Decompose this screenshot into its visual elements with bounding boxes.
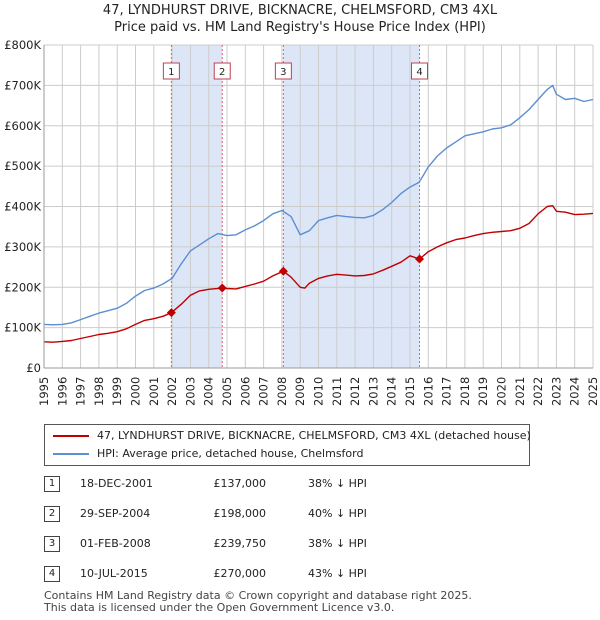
- x-tick-label: 2016: [421, 377, 435, 406]
- x-tick-label: 2003: [183, 377, 197, 406]
- x-tick-label: 2010: [312, 377, 326, 406]
- sale-marker-label: 4: [416, 67, 422, 78]
- sale-marker-label: 2: [219, 67, 225, 78]
- x-tick-label: 2014: [385, 377, 399, 406]
- footer-copyright: Contains HM Land Registry data © Crown c…: [44, 589, 472, 602]
- x-tick-label: 2018: [458, 377, 472, 406]
- legend-label-price-paid: 47, LYNDHURST DRIVE, BICKNACRE, CHELMSFO…: [97, 429, 531, 442]
- sale-point: [166, 308, 176, 318]
- transaction-row: 1 18-DEC-2001 £137,000 38% ↓ HPI: [0, 474, 600, 494]
- sale-point: [217, 283, 227, 293]
- x-tick-label: 2024: [568, 377, 582, 406]
- transaction-hpi-diff: 38% ↓ HPI: [308, 537, 367, 550]
- x-tick-label: 2022: [531, 377, 545, 406]
- transaction-price: £137,000: [213, 477, 267, 490]
- hpi-line: [43, 84, 594, 326]
- transaction-price: £198,000: [213, 507, 267, 520]
- legend-swatch-hpi: [53, 453, 89, 455]
- x-tick-label: 1998: [92, 377, 106, 406]
- transaction-number: 2: [44, 506, 60, 522]
- x-tick-label: 2025: [586, 377, 600, 406]
- footer-licence: This data is licensed under the Open Gov…: [44, 601, 395, 614]
- x-tick-label: 2019: [476, 377, 490, 406]
- legend-swatch-price-paid: [53, 435, 89, 437]
- x-tick-label: 2008: [275, 377, 289, 406]
- x-tick-label: 2013: [366, 377, 380, 406]
- x-tick-label: 2002: [165, 377, 179, 406]
- transaction-row: 3 01-FEB-2008 £239,750 38% ↓ HPI: [0, 534, 600, 554]
- transaction-number: 1: [44, 476, 60, 492]
- x-tick-label: 2004: [202, 377, 216, 406]
- x-tick-label: 2021: [513, 377, 527, 406]
- x-tick-label: 2020: [495, 377, 509, 406]
- x-tick-label: 1999: [110, 377, 124, 406]
- sale-marker-box: [411, 62, 429, 80]
- y-tick-label: £400K: [4, 200, 41, 214]
- sale-point: [415, 254, 425, 264]
- sale-point: [278, 266, 288, 276]
- x-tick-label: 2009: [293, 377, 307, 406]
- y-tick-label: £200K: [4, 280, 41, 294]
- transaction-date: 18-DEC-2001: [80, 477, 154, 490]
- x-tick-label: 2005: [220, 377, 234, 406]
- y-tick-label: £600K: [4, 119, 41, 133]
- price-chart: 1 2 3 4 £0 £100K £200K £300K £400K £500K £600K £70…: [4, 38, 600, 406]
- sale-marker-label: 3: [280, 67, 286, 78]
- y-tick-label: £100K: [4, 321, 41, 335]
- y-tick-label: £800K: [4, 38, 41, 52]
- transaction-price: £239,750: [213, 537, 267, 550]
- legend-label-hpi: HPI: Average price, detached house, Chel…: [97, 447, 364, 460]
- transaction-number: 4: [44, 566, 60, 582]
- x-tick-label: 2017: [440, 377, 454, 406]
- x-tick-label: 2015: [403, 377, 417, 406]
- x-tick-label: 1997: [74, 377, 88, 406]
- sale-marker-box: [274, 62, 292, 80]
- x-tick-label: 1996: [55, 377, 69, 406]
- x-tick-label: 2006: [238, 377, 252, 406]
- transaction-hpi-diff: 40% ↓ HPI: [308, 507, 367, 520]
- sale-marker-label: 1: [168, 67, 174, 78]
- x-tick-label: 2023: [549, 377, 563, 406]
- transaction-date: 01-FEB-2008: [80, 537, 151, 550]
- y-tick-label: £500K: [4, 159, 41, 173]
- transaction-hpi-diff: 43% ↓ HPI: [308, 567, 367, 580]
- sale-marker-box: [213, 62, 231, 80]
- chart-subtitle: Price paid vs. HM Land Registry's House …: [114, 20, 486, 35]
- transaction-date: 10-JUL-2015: [80, 567, 148, 580]
- x-tick-label: 2007: [257, 377, 271, 406]
- y-tick-label: £0: [26, 361, 41, 375]
- x-tick-label: 2001: [147, 377, 161, 406]
- transaction-date: 29-SEP-2004: [80, 507, 151, 520]
- x-tick-label: 1995: [37, 377, 51, 406]
- transaction-number: 3: [44, 536, 60, 552]
- transaction-price: £270,000: [213, 567, 267, 580]
- chart-title: 47, LYNDHURST DRIVE, BICKNACRE, CHELMSFO…: [102, 3, 498, 18]
- transaction-row: 2 29-SEP-2004 £198,000 40% ↓ HPI: [0, 504, 600, 524]
- y-tick-label: £300K: [4, 240, 41, 254]
- x-tick-label: 2012: [348, 377, 362, 406]
- price-paid-line: [43, 204, 594, 343]
- y-tick-label: £700K: [4, 78, 41, 92]
- x-tick-label: 2000: [129, 377, 143, 406]
- chart-legend: 47, LYNDHURST DRIVE, BICKNACRE, CHELMSFO…: [44, 424, 531, 466]
- sale-marker-box: [162, 62, 180, 80]
- transaction-hpi-diff: 38% ↓ HPI: [308, 477, 367, 490]
- transaction-row: 4 10-JUL-2015 £270,000 43% ↓ HPI: [0, 564, 600, 584]
- x-tick-label: 2011: [330, 377, 344, 406]
